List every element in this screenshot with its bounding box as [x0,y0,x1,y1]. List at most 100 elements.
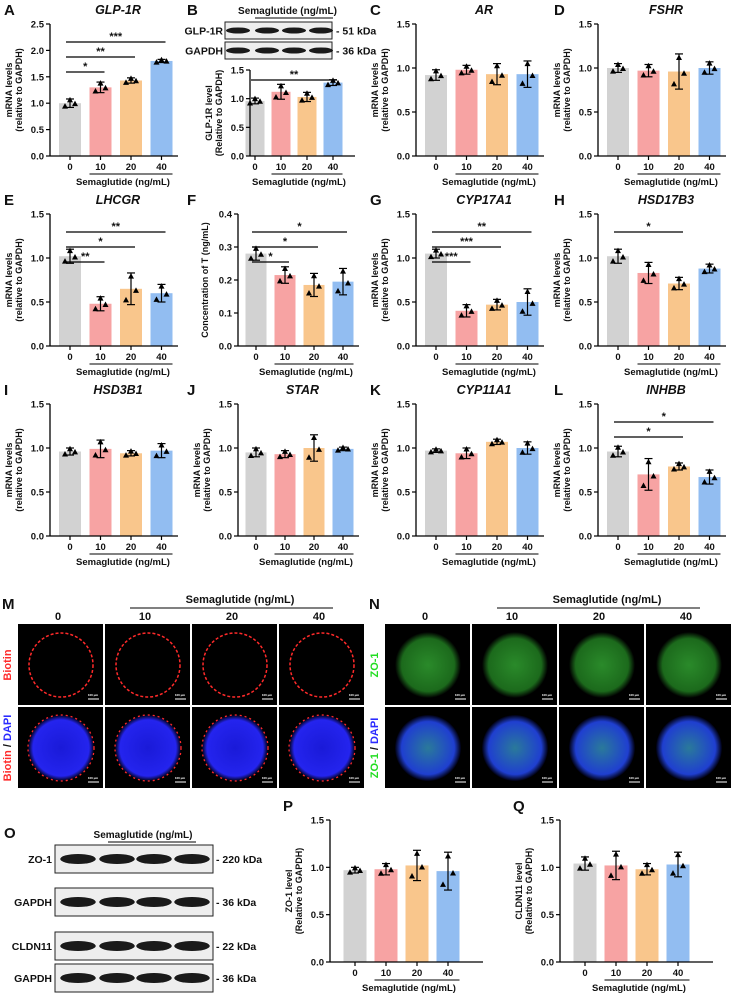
y-tick-label: 1.5 [579,210,593,221]
data-point [644,861,650,868]
y-axis-label: (relative to GAPDH) [14,238,24,322]
significance-label: * [297,221,302,233]
bar-20 [486,304,508,346]
y-tick-label: 1.5 [541,816,555,827]
x-tick-label: 0 [67,162,72,173]
dapi-stain [115,715,181,781]
y-tick-label: 1.0 [579,254,592,265]
y-axis-label: mRNA levels [4,443,14,498]
y-tick-label: 1.0 [397,64,410,75]
y-tick-label: 1.0 [31,444,44,455]
x-tick-label: 40 [328,162,339,173]
x-tick-label: 40 [338,542,349,553]
chart-title: HSD3B1 [93,383,142,397]
y-tick-label: 0.5 [31,125,45,136]
micro-header: Semaglutide (ng/mL) [553,594,662,606]
data-point [428,253,434,260]
lane-label: 0 [422,611,428,623]
data-point [282,265,288,271]
data-point [257,98,263,104]
data-point [681,281,687,287]
data-point [640,71,647,78]
x-tick-label: 20 [492,162,503,173]
scale-bar-label: 100 μm [629,776,640,780]
y-tick-label: 0.5 [397,298,411,309]
y-axis-label: (relative to GAPDH) [202,428,212,512]
channel-label-a: Biotin [2,750,14,781]
panel-d: D FSHR mRNA levels (relative to GAPDH) 0 10 20… [552,2,726,188]
y-tick-label: 0.0 [541,958,554,969]
y-tick-label: 0.0 [397,342,410,353]
data-point [67,445,73,452]
y-axis-label: (relative to GAPDH) [14,48,24,132]
data-point [701,478,708,485]
x-axis-label: Semaglutide (ng/mL) [442,367,536,378]
data-point [158,442,165,448]
y-tick-label: 0.5 [397,488,411,499]
data-point [489,305,495,311]
channel-label-a: Biotin [2,649,14,680]
data-point [309,94,315,100]
data-point [277,277,283,284]
data-point [640,277,647,283]
data-point [316,446,322,452]
data-point [158,283,165,289]
scale-bar-label: 100 μm [88,693,99,697]
data-point [529,72,536,78]
data-point [306,454,312,460]
micrograph [105,624,190,705]
data-point [438,447,444,454]
x-tick-label: 0 [433,162,438,173]
blot-band [99,896,135,908]
data-point [273,94,279,100]
bar-20 [120,453,142,536]
y-axis-label: mRNA levels [192,443,202,498]
data-point [92,452,99,458]
y-axis-label: (relative to GAPDH) [380,48,390,132]
data-point [681,70,687,76]
x-tick-label: 40 [673,968,684,979]
data-point [615,444,621,450]
data-point [62,450,68,457]
y-axis-label: (Relative to GAPDH) [214,70,224,157]
x-tick-label: 40 [704,352,715,363]
zo1-stain [656,632,722,698]
x-tick-label: 0 [615,542,620,553]
data-point [433,446,439,452]
data-point [72,100,78,107]
bar-10 [89,303,112,346]
blot-band [99,972,135,984]
chart-title: FSHR [649,3,683,17]
panel-letter: M [2,596,15,613]
significance-label: *** [109,31,123,43]
significance-label: *** [445,251,459,263]
bar-10 [455,453,478,536]
blot-band [174,972,210,984]
data-point [711,266,718,272]
data-point [650,68,657,74]
chart-title: INHBB [646,383,686,397]
scale-bar-label: 100 μm [175,776,186,780]
panel-letter: Q [513,798,525,815]
data-point [650,472,657,479]
y-axis-label: (Relative to GAPDH) [294,848,304,935]
bar-40 [698,68,721,156]
data-point [524,60,531,67]
blot-band [174,896,210,908]
y-axis-label: mRNA levels [370,63,380,118]
bar-10 [89,448,112,536]
data-point [582,855,588,861]
blot-band [281,27,307,34]
significance-label: ** [81,251,90,263]
data-point [645,458,652,465]
data-point [494,62,500,69]
data-point [640,482,647,488]
bar-0 [573,863,597,962]
bar-10 [455,69,478,156]
data-point [258,449,264,456]
y-tick-label: 1.0 [219,444,232,455]
y-tick-label: 0.1 [219,309,233,320]
data-point [620,253,626,260]
blot-band [281,47,307,54]
data-point [352,864,358,871]
